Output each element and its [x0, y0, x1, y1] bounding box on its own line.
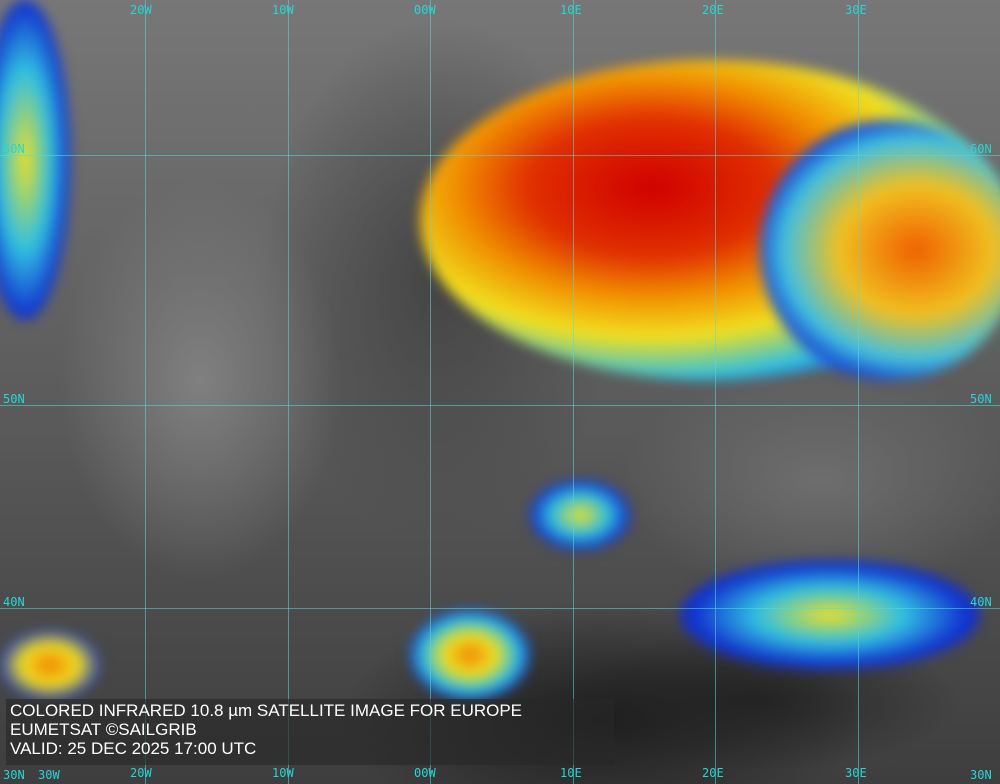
parallel-60n: [0, 155, 1000, 156]
lat-label: 60N: [3, 142, 25, 156]
lat-label: 40N: [970, 595, 992, 609]
lat-label: 30N: [3, 768, 25, 782]
lat-label: 60N: [970, 142, 992, 156]
meridian-30e: [858, 0, 859, 784]
cloud-alps: [530, 480, 630, 550]
parallel-50n: [0, 405, 1000, 406]
lon-label: 20E: [702, 766, 724, 780]
meridian-20e: [715, 0, 716, 784]
meridian-20w: [145, 0, 146, 784]
cloud-med: [410, 610, 530, 700]
lon-label: 20W: [130, 3, 152, 17]
cloud-band-east: [760, 120, 1000, 380]
lat-label: 40N: [3, 595, 25, 609]
meridian-10e: [573, 0, 574, 784]
caption-credit: EUMETSAT ©SAILGRIB: [10, 720, 197, 739]
lon-label: 20E: [702, 3, 724, 17]
caption-title: COLORED INFRARED 10.8 µm SATELLITE IMAGE…: [10, 701, 523, 720]
lat-label: 50N: [3, 392, 25, 406]
lon-label: 10E: [560, 3, 582, 17]
lon-label: 30E: [845, 3, 867, 17]
cloud-sw: [0, 630, 100, 700]
lat-label: 50N: [970, 392, 992, 406]
caption-valid-time: VALID: 25 DEC 2025 17:00 UTC: [10, 739, 257, 758]
parallel-40n: [0, 608, 1000, 609]
lat-label: 30N: [970, 768, 992, 782]
image-caption: COLORED INFRARED 10.8 µm SATELLITE IMAGE…: [6, 699, 614, 765]
lon-label: 10W: [272, 766, 294, 780]
cloud-balkans: [680, 560, 980, 670]
lon-label: 30W: [38, 768, 60, 782]
lon-label: 20W: [130, 766, 152, 780]
cloud-band-west: [0, 0, 70, 320]
lon-label: 30E: [845, 766, 867, 780]
lon-label: 10W: [272, 3, 294, 17]
lon-label: 00W: [414, 766, 436, 780]
lon-label: 00W: [414, 3, 436, 17]
meridian-10w: [288, 0, 289, 784]
meridian-0: [430, 0, 431, 784]
lon-label: 10E: [560, 766, 582, 780]
